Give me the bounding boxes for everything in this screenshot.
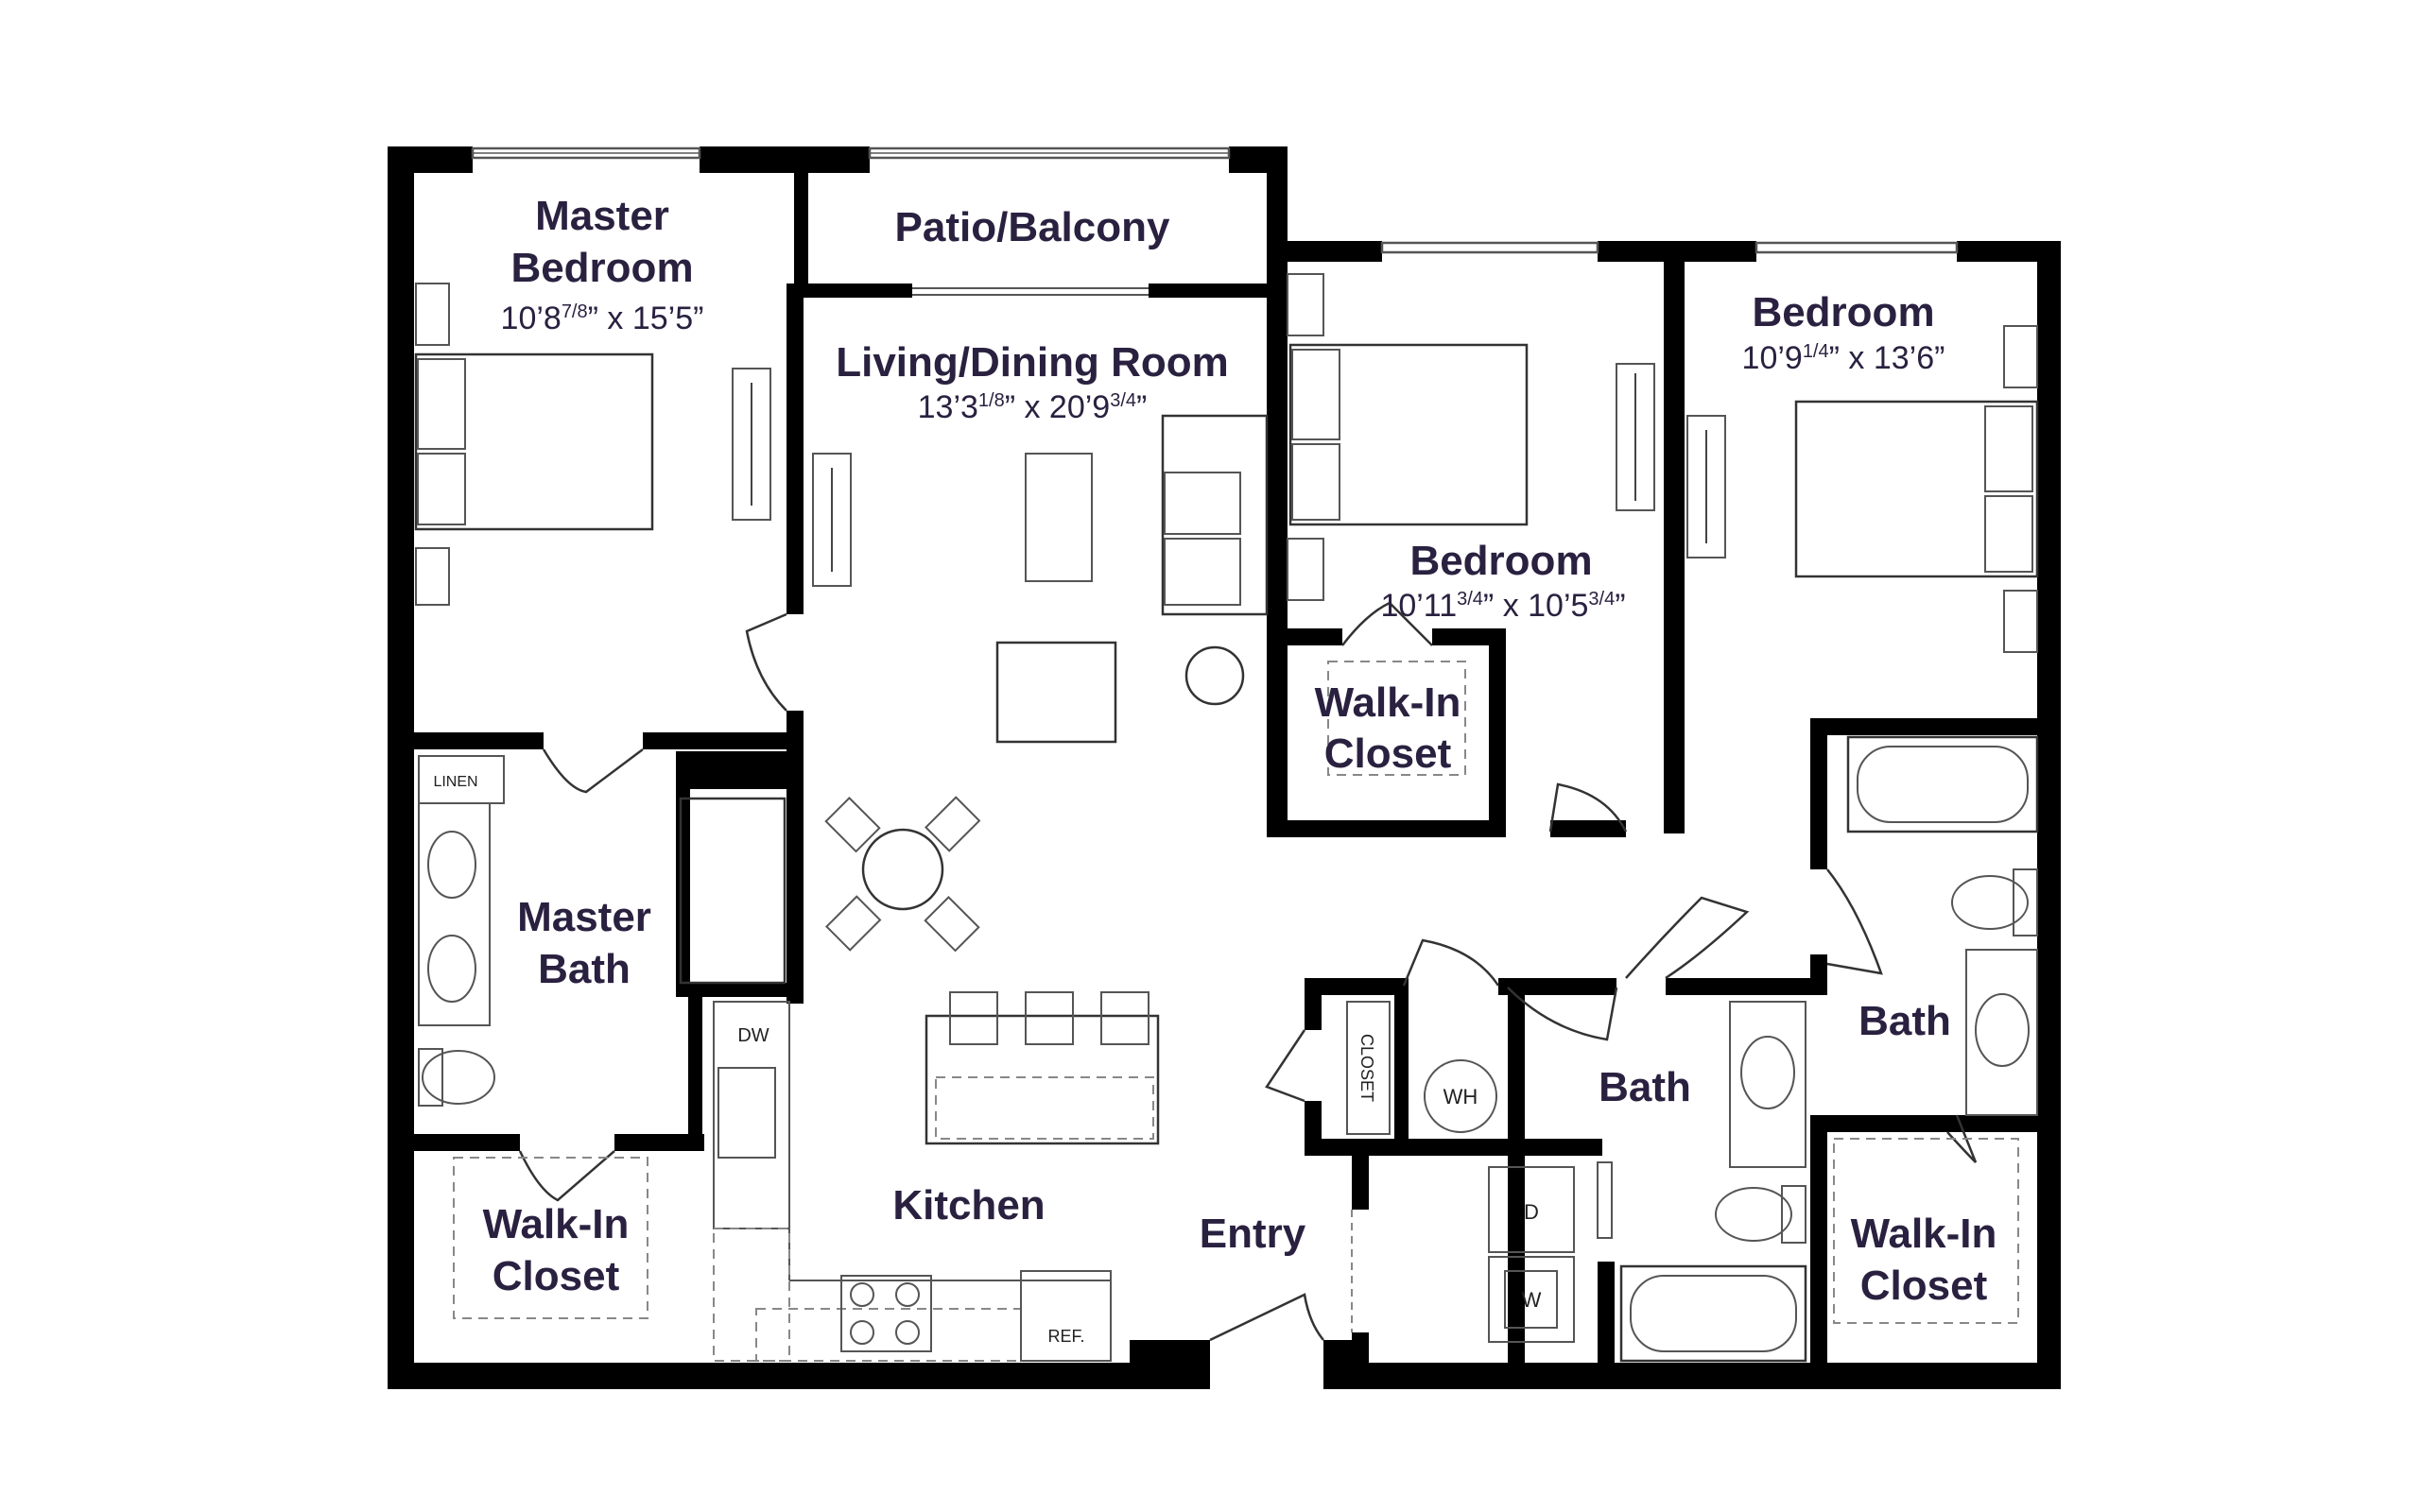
living-dining-dimensions: 13’31/8” x 20’93/4” bbox=[918, 389, 1148, 425]
walkin-mid-label-2: Closet bbox=[1324, 730, 1452, 777]
water-heater-label: WH bbox=[1443, 1085, 1478, 1108]
dishwasher-label: DW bbox=[737, 1025, 769, 1046]
walkin-right-label-2: Closet bbox=[1860, 1263, 1988, 1309]
bedroom-right-dimensions: 10’91/4” x 13’6” bbox=[1742, 340, 1945, 376]
master-bath-label-1: Master bbox=[517, 894, 651, 940]
master-bedroom-dimensions: 10’87/8” x 15’5” bbox=[501, 301, 704, 336]
linen-label: LINEN bbox=[433, 774, 477, 790]
patio-label: Patio/Balcony bbox=[895, 204, 1170, 250]
doors bbox=[518, 601, 1978, 1342]
master-bath-label-2: Bath bbox=[538, 946, 631, 992]
walkin-mid-label-1: Walk-In bbox=[1315, 679, 1461, 726]
washer-label: W bbox=[1522, 1288, 1542, 1312]
bath-mid-label: Bath bbox=[1599, 1064, 1691, 1110]
furniture bbox=[414, 273, 2039, 1363]
bedroom-right-label: Bedroom bbox=[1752, 289, 1934, 335]
walls bbox=[388, 146, 2061, 1389]
refrigerator-label: REF. bbox=[1047, 1327, 1084, 1346]
fixture-labels: LINEN DW CLOSET WH D W REF. bbox=[433, 774, 1541, 1346]
dryer-label: D bbox=[1524, 1200, 1539, 1224]
bedroom-mid-dimensions: 10’113/4” x 10’53/4” bbox=[1380, 588, 1625, 624]
room-labels: Master Bedroom 10’87/8” x 15’5” Patio/Ba… bbox=[483, 193, 1997, 1309]
bath-right-label: Bath bbox=[1858, 998, 1951, 1044]
windows bbox=[471, 146, 1959, 296]
walkin-left-label-2: Closet bbox=[493, 1253, 620, 1299]
master-bedroom-label-2: Bedroom bbox=[510, 245, 693, 291]
entry-label: Entry bbox=[1200, 1211, 1306, 1257]
closet-label: CLOSET bbox=[1357, 1034, 1376, 1102]
master-bedroom-label-1: Master bbox=[535, 193, 669, 239]
walkin-left-label-1: Walk-In bbox=[483, 1201, 630, 1247]
living-dining-label: Living/Dining Room bbox=[836, 339, 1229, 386]
bedroom-mid-label: Bedroom bbox=[1409, 538, 1592, 584]
kitchen-label: Kitchen bbox=[892, 1182, 1045, 1228]
walkin-right-label-1: Walk-In bbox=[1851, 1211, 1997, 1257]
